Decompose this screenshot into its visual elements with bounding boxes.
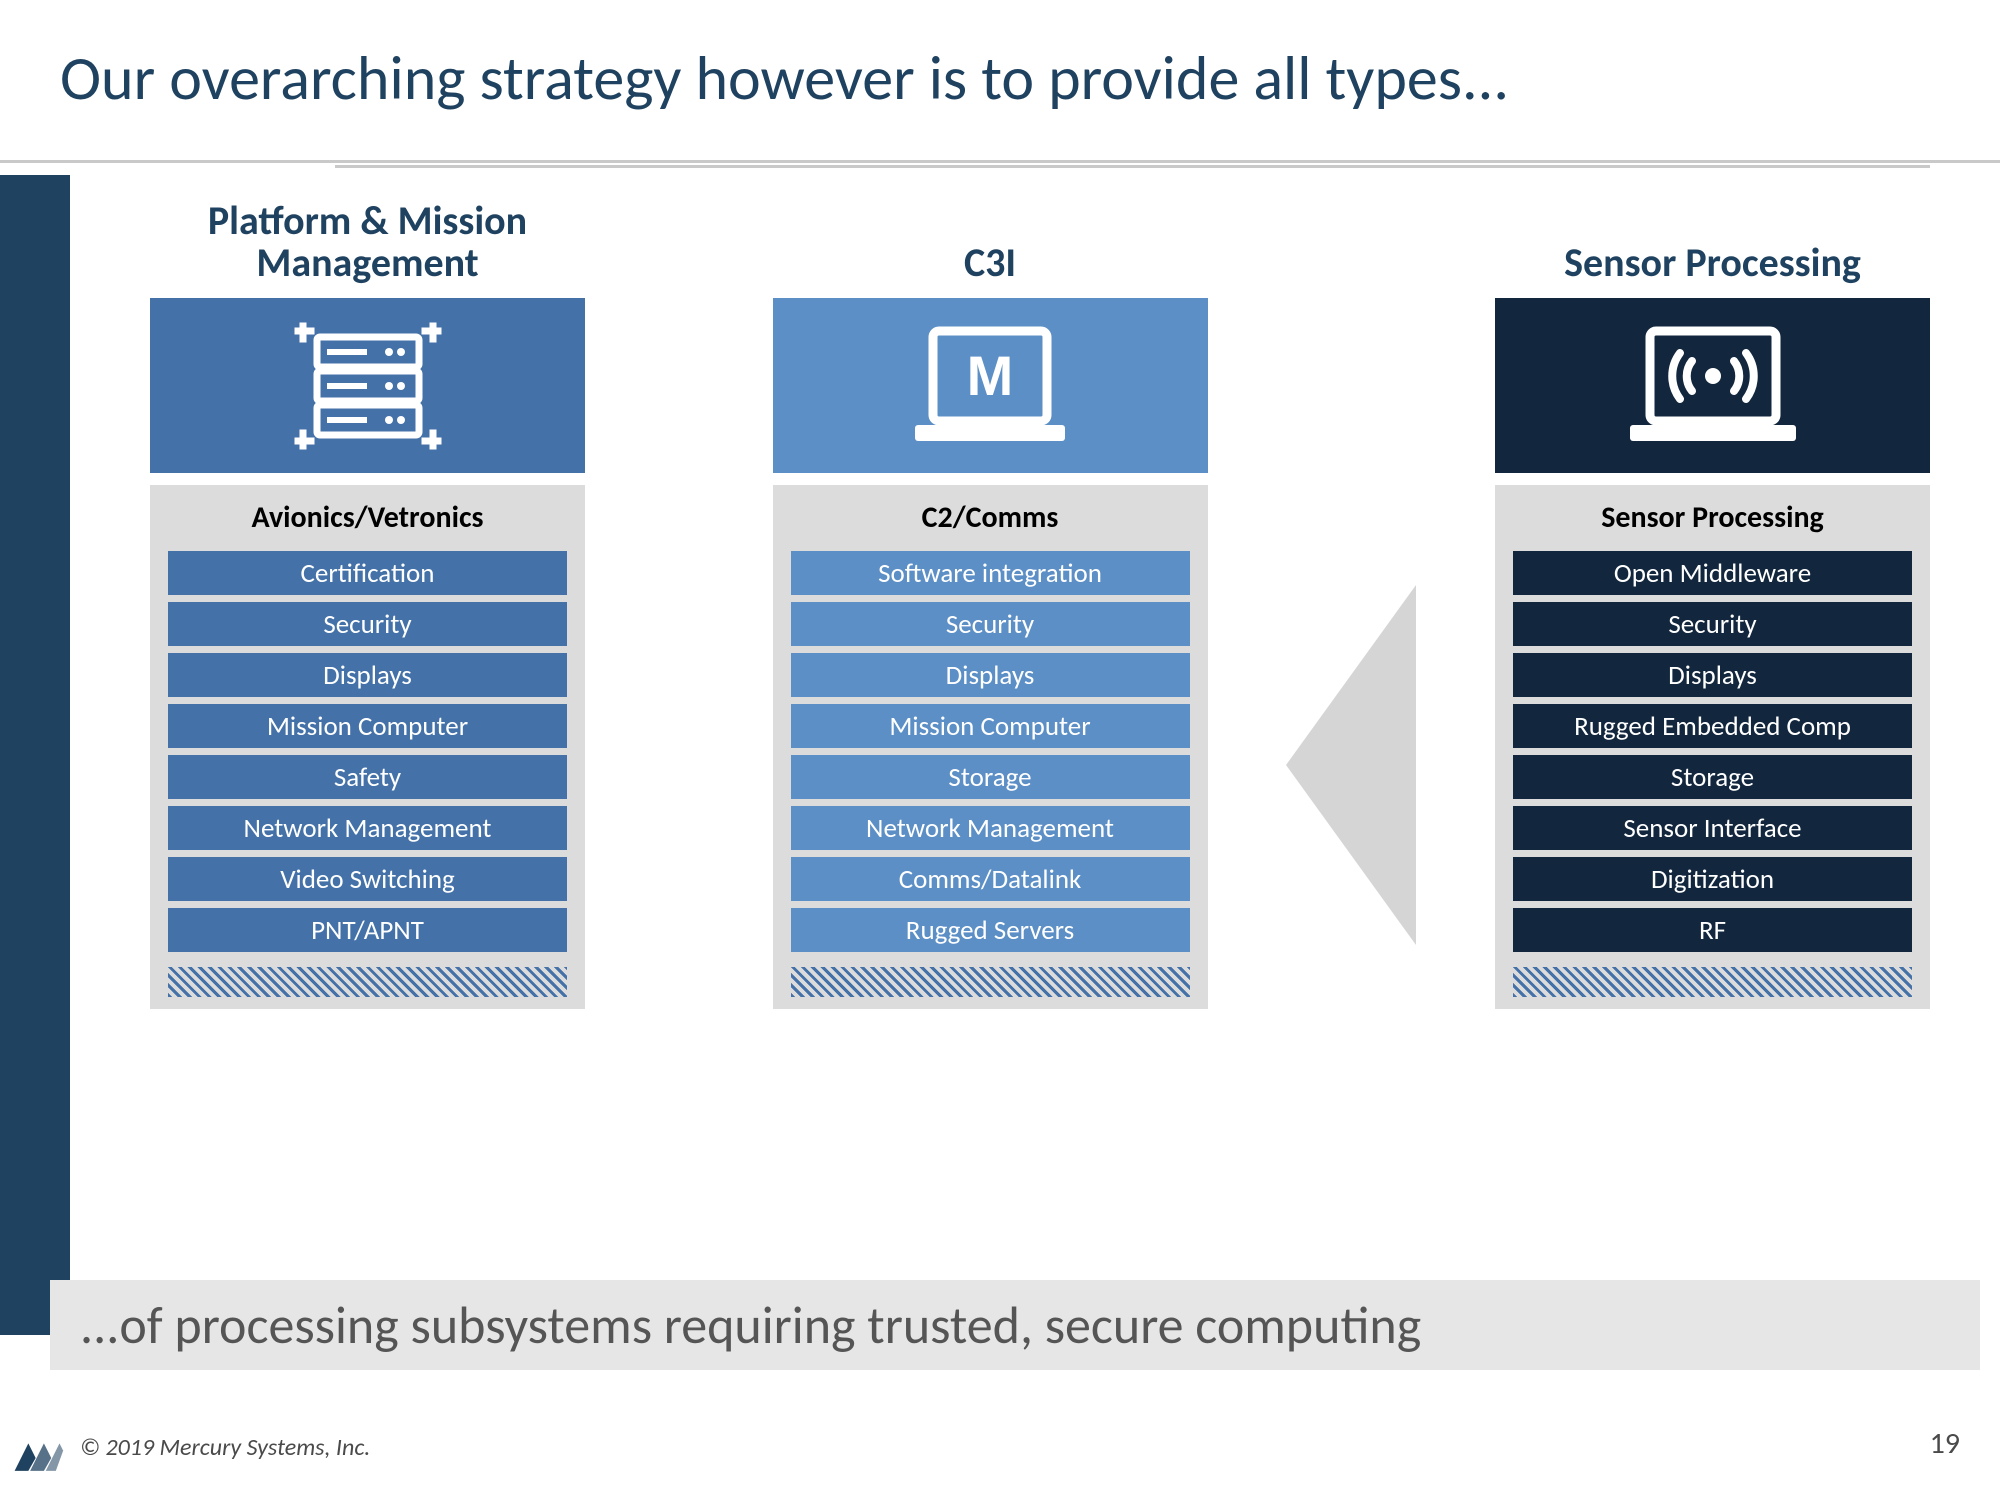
stack-title: Sensor Processing [1513, 495, 1912, 544]
stack-item: Security [1513, 602, 1912, 646]
subtitle-text: ...of processing subsystems requiring tr… [80, 1293, 1421, 1357]
stack-title: Avionics/Vetronics [168, 495, 567, 544]
stack-panel-c3i: C2/Comms Software integration Security D… [773, 485, 1208, 1009]
stack-item: Certification [168, 551, 567, 595]
icon-box-platform [150, 298, 585, 473]
stack-item: Displays [1513, 653, 1912, 697]
stack-item: Network Management [168, 806, 567, 850]
hatch-pattern [168, 967, 567, 997]
left-sidebar [0, 175, 70, 1335]
stack-item: Rugged Servers [791, 908, 1190, 952]
stack-item: Displays [791, 653, 1190, 697]
icon-box-sensor [1495, 298, 1930, 473]
laptop-m-icon: M [905, 321, 1075, 451]
footer-page-number: 19 [1930, 1425, 1960, 1462]
stack-item: PNT/APNT [168, 908, 567, 952]
column-heading-sensor: Sensor Processing [1564, 190, 1861, 290]
gap [639, 190, 719, 1250]
footer-copyright: © 2019 Mercury Systems, Inc. [80, 1433, 370, 1462]
divider-top-inner [335, 165, 1930, 168]
divider-top [0, 160, 2000, 163]
stack-item: Comms/Datalink [791, 857, 1190, 901]
column-heading-label: C3I [964, 242, 1016, 284]
server-icon [293, 321, 443, 451]
stack-item: Displays [168, 653, 567, 697]
footer: © 2019 Mercury Systems, Inc. 19 [0, 1420, 2000, 1470]
stack-panel-platform: Avionics/Vetronics Certification Securit… [150, 485, 585, 1009]
column-heading-c3i: C3I [964, 190, 1016, 290]
stack-item: Security [791, 602, 1190, 646]
stack-item: Storage [1513, 755, 1912, 799]
column-sensor: Sensor Processing Sensor Processing Open… [1495, 190, 1930, 1250]
stack-item: Storage [791, 755, 1190, 799]
stack-item: RF [1513, 908, 1912, 952]
column-c3i: C3I M C2/Comms Software integration Secu… [773, 190, 1208, 1250]
stack-item: Rugged Embedded Comp [1513, 704, 1912, 748]
stack-item: Security [168, 602, 567, 646]
stack-item: Sensor Interface [1513, 806, 1912, 850]
arrow-spacer [1261, 280, 1441, 1250]
stack-item: Safety [168, 755, 567, 799]
stack-item: Open Middleware [1513, 551, 1912, 595]
logo-icon [10, 1425, 65, 1480]
stack-panel-sensor: Sensor Processing Open Middleware Securi… [1495, 485, 1930, 1009]
hatch-pattern [1513, 967, 1912, 997]
stack-item: Video Switching [168, 857, 567, 901]
column-heading-label: Sensor Processing [1564, 242, 1861, 284]
subtitle-band: ...of processing subsystems requiring tr… [50, 1280, 1980, 1370]
stack-title: C2/Comms [791, 495, 1190, 544]
icon-box-c3i: M [773, 298, 1208, 473]
stack-item: Mission Computer [168, 704, 567, 748]
stack-item: Digitization [1513, 857, 1912, 901]
slide-title: Our overarching strategy however is to p… [60, 40, 1509, 116]
svg-text:M: M [967, 344, 1014, 407]
column-heading-platform: Platform & Mission Management [208, 190, 527, 290]
column-heading-label: Platform & Mission Management [208, 200, 527, 284]
columns-area: Platform & Mission Management [150, 190, 1930, 1250]
laptop-signal-icon [1618, 321, 1808, 451]
stack-item: Software integration [791, 551, 1190, 595]
hatch-pattern [791, 967, 1190, 997]
arrow-left-icon [1286, 585, 1416, 945]
column-platform: Platform & Mission Management [150, 190, 585, 1250]
stack-item: Mission Computer [791, 704, 1190, 748]
stack-item: Network Management [791, 806, 1190, 850]
